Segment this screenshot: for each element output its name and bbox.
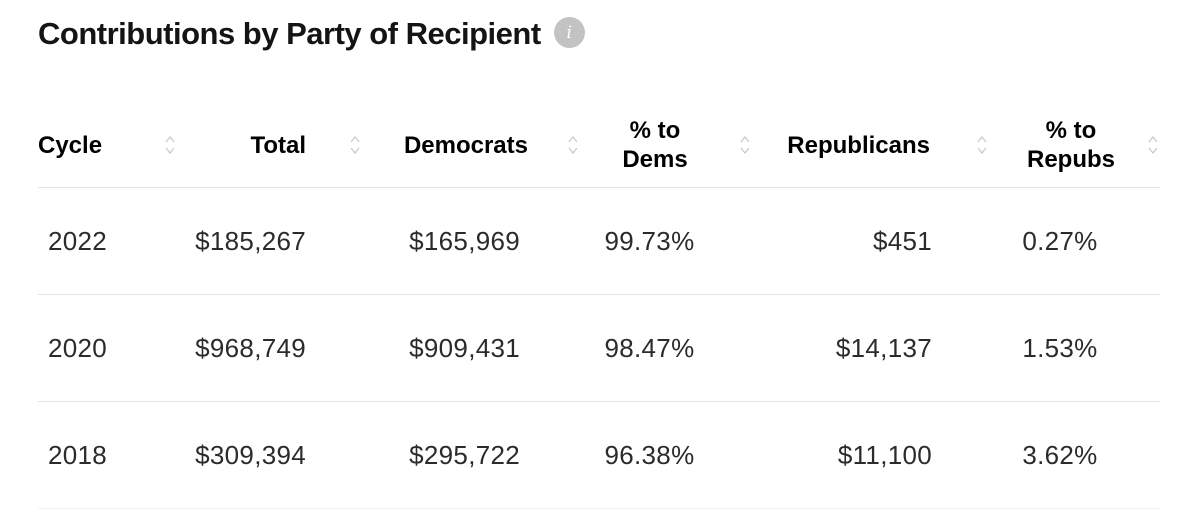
- info-icon-glyph: i: [566, 22, 572, 43]
- column-header-democrats[interactable]: Democrats: [364, 102, 582, 188]
- table-header-row: Cycle Total Democrats % to Dems Republic…: [0, 102, 1200, 188]
- sort-diamond-icon[interactable]: [348, 135, 362, 155]
- cell-pct-repubs: 1.53%: [1022, 333, 1098, 363]
- cell-republicans: $14,137: [835, 333, 932, 363]
- table-row-2020: 2020 $968,749 $909,431 98.47% $14,137 1.…: [0, 295, 1200, 402]
- sort-diamond-icon[interactable]: [1146, 135, 1160, 155]
- sort-diamond-icon[interactable]: [975, 135, 989, 155]
- cell-cycle: 2018: [48, 440, 108, 470]
- cell-pct-dems: 98.47%: [604, 333, 695, 363]
- cell-republicans: $11,100: [837, 440, 932, 470]
- column-header-label: Democrats: [403, 131, 528, 159]
- cell-republicans: $451: [872, 226, 932, 256]
- sort-diamond-icon[interactable]: [738, 135, 752, 155]
- column-header-pct-to-repubs[interactable]: % to Repubs: [991, 102, 1200, 188]
- cell-pct-repubs: 0.27%: [1022, 226, 1098, 256]
- cell-total: $968,749: [195, 333, 306, 363]
- title-bar: Contributions by Party of Recipient i: [0, 0, 1200, 52]
- cell-total: $309,394: [195, 440, 306, 470]
- cell-democrats: $295,722: [409, 440, 520, 470]
- cell-democrats: $909,431: [409, 333, 520, 363]
- cell-democrats: $165,969: [409, 226, 520, 256]
- page-title: Contributions by Party of Recipient: [38, 15, 541, 51]
- contributions-table: Cycle Total Democrats % to Dems Republic…: [0, 102, 1200, 509]
- cell-total: $185,267: [195, 226, 306, 256]
- cell-pct-dems: 99.73%: [604, 226, 695, 256]
- cell-cycle: 2020: [48, 333, 108, 363]
- column-header-label: % to Repubs: [1026, 117, 1115, 173]
- info-icon[interactable]: i: [553, 17, 585, 48]
- table-row-2022: 2022 $185,267 $165,969 99.73% $451 0.27%: [0, 188, 1200, 295]
- cell-pct-dems: 96.38%: [604, 440, 695, 470]
- column-header-pct-to-dems[interactable]: % to Dems: [582, 102, 754, 188]
- column-header-cycle[interactable]: Cycle: [0, 102, 180, 188]
- column-header-label: Republicans: [787, 131, 930, 159]
- cell-pct-repubs: 3.62%: [1022, 440, 1098, 470]
- column-header-republicans[interactable]: Republicans: [754, 102, 991, 188]
- column-header-total[interactable]: Total: [180, 102, 364, 188]
- column-header-label: Total: [250, 131, 306, 159]
- sort-diamond-icon[interactable]: [566, 135, 580, 155]
- column-header-label: Cycle: [38, 131, 103, 159]
- sort-diamond-icon[interactable]: [163, 135, 177, 155]
- table-row-2018: 2018 $309,394 $295,722 96.38% $11,100 3.…: [0, 402, 1200, 509]
- column-header-label: % to Dems: [622, 117, 688, 173]
- cell-cycle: 2022: [48, 226, 108, 256]
